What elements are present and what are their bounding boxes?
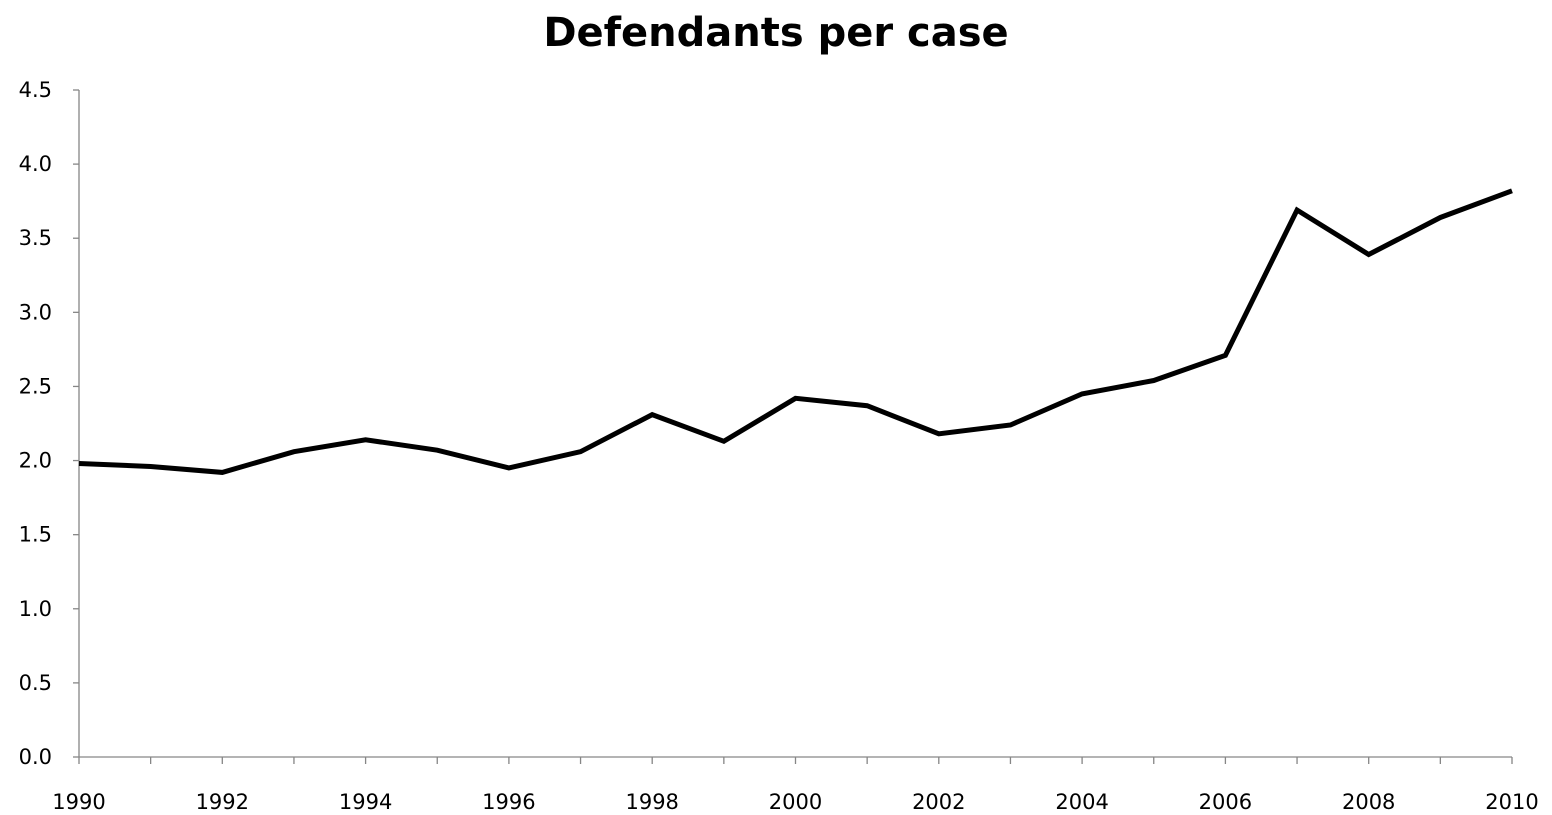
x-tick-label: 1998: [625, 790, 678, 814]
x-tick-label: 1992: [196, 790, 249, 814]
y-tick-label: 1.0: [19, 597, 52, 621]
x-tick-label: 2002: [912, 790, 965, 814]
x-tick-label: 2004: [1055, 790, 1108, 814]
series-layer: [78, 188, 1513, 475]
y-tick-label: 2.0: [19, 449, 52, 473]
x-tick-labels: 1990 1992 1994 1996 1998 2000 2002 2004 2006 2008…: [52, 790, 1538, 814]
y-tick-label: 2.5: [19, 374, 52, 398]
x-tick-label: 1994: [339, 790, 392, 814]
x-tick-label: 1996: [482, 790, 535, 814]
x-tick-label: 2010: [1485, 790, 1538, 814]
x-tick-label: 2006: [1199, 790, 1252, 814]
chart-title: Defendants per case: [543, 10, 1009, 56]
axes: [73, 89, 1513, 764]
y-tick-label: 0.5: [19, 671, 52, 695]
x-tick-label: 2000: [769, 790, 822, 814]
y-tick-label: 1.5: [19, 523, 52, 547]
y-tick-labels: 0.0 0.5 1.0 1.5 2.0 2.5 3.0 3.5 4.0 4.5: [19, 78, 52, 769]
x-tick-label: 2008: [1342, 790, 1395, 814]
y-tick-label: 3.0: [19, 300, 52, 324]
y-tick-label: 0.0: [19, 745, 52, 769]
x-tick-label: 1990: [52, 790, 105, 814]
y-tick-label: 4.0: [19, 152, 52, 176]
y-tick-label: 4.5: [19, 78, 52, 102]
y-tick-label: 3.5: [19, 226, 52, 250]
series-line: [78, 188, 1513, 475]
